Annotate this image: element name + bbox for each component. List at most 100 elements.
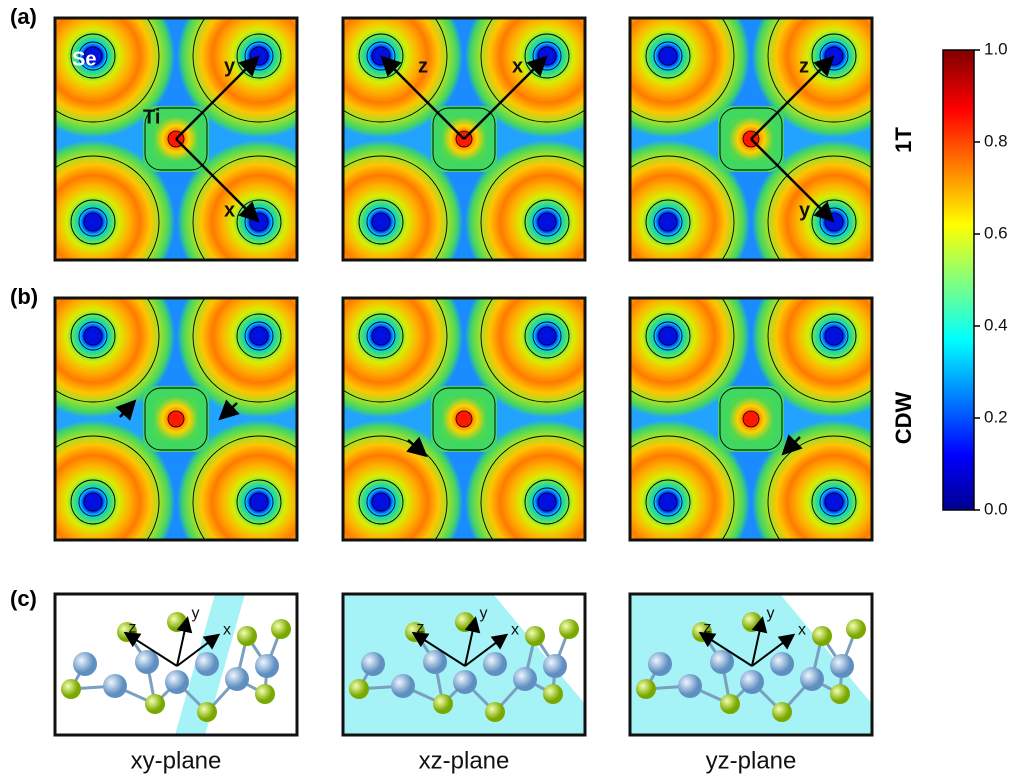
se-core [825,327,843,345]
se-atom [636,679,656,699]
se-atom [846,619,866,639]
ti-atom [740,670,764,694]
se-atom [237,626,257,646]
elf-map [11,254,341,584]
se-atom [271,619,291,639]
ti-atom [830,654,854,678]
structure-body: zyx [343,594,585,735]
axis-label: x [223,622,231,639]
row-label: 1T [891,127,916,153]
se-atom [772,702,792,722]
panel-label: (b) [10,284,38,309]
atom-label: Se [72,48,96,70]
se-atom [525,626,545,646]
figure: (a)(b)(c)SeTiyxzxzy1TCDWzyxxy-planezyxxz… [0,0,1009,779]
row-label: CDW [891,391,916,444]
axis-label: y [192,605,200,622]
se-atom [349,679,369,699]
ti-atom [453,670,477,694]
se-core [659,47,677,65]
se-core [372,327,390,345]
se-atom [830,684,850,704]
ti-atom [423,650,447,674]
structure: z y x [55,594,297,735]
se-atom [812,626,832,646]
plane-label: xy-plane [131,747,222,774]
tick-label: 0.6 [984,223,1008,242]
tick-label: 1.0 [984,39,1008,58]
structure: z y x [630,594,872,735]
ti-atom [73,652,97,676]
ti-atom [648,652,672,676]
axis-label: x [798,622,806,639]
axis-label: z [704,620,712,637]
se-atom [742,612,762,632]
elf-map [11,0,341,304]
se-atom [720,694,740,714]
elf-map [299,0,629,304]
tick-label: 0.4 [984,315,1008,334]
structure: zyx [343,594,585,735]
ti-atom [543,654,567,678]
ti-atom [103,674,127,698]
se-core [538,493,556,511]
se-atom [559,619,579,639]
ti-atom [770,652,794,676]
axis-label: x [512,55,523,77]
plane-label: xz-plane [419,747,510,774]
ti-core [168,411,184,427]
axis-label: z [418,55,428,77]
se-core [84,327,102,345]
tick-label: 0.2 [984,407,1008,426]
se-core [659,213,677,231]
ti-atom [513,667,537,691]
colorbar [943,50,974,510]
se-atom [485,702,505,722]
se-atom [61,679,81,699]
map-body [586,0,916,304]
atom-label: Ti [143,106,160,128]
structure-body: z y x [630,594,872,735]
se-core [659,327,677,345]
se-atom [455,612,475,632]
plane-label: yz-plane [706,747,797,774]
se-core [538,327,556,345]
structure-body: z y x [55,594,297,735]
se-core [372,213,390,231]
axis-label: y [480,605,488,622]
se-core [538,213,556,231]
se-atom [255,684,275,704]
tick-label: 0.8 [984,131,1008,150]
se-core [84,213,102,231]
ti-atom [800,667,824,691]
tick-label: 0.0 [984,499,1008,518]
se-core [659,493,677,511]
axis-label: y [767,605,775,622]
ti-core [456,411,472,427]
se-atom [543,684,563,704]
ti-atom [225,667,249,691]
panel-label: (c) [10,586,37,611]
ti-atom [710,650,734,674]
se-core [825,493,843,511]
elf-map [586,0,916,304]
map-body [11,254,341,584]
ti-atom [195,652,219,676]
ti-atom [678,674,702,698]
se-atom [433,694,453,714]
axis-label: z [129,620,137,637]
elf-map [299,254,629,584]
axis-label: x [511,622,519,639]
se-core [84,493,102,511]
se-atom [145,694,165,714]
elf-map [586,254,916,584]
ti-atom [361,652,385,676]
map-body [11,0,341,304]
axis-label: y [224,55,236,77]
ti-atom [165,670,189,694]
axis-label: x [224,199,235,221]
ti-atom [255,654,279,678]
axis-label: y [799,199,811,221]
se-atom [167,612,187,632]
axis-label: z [799,55,809,77]
